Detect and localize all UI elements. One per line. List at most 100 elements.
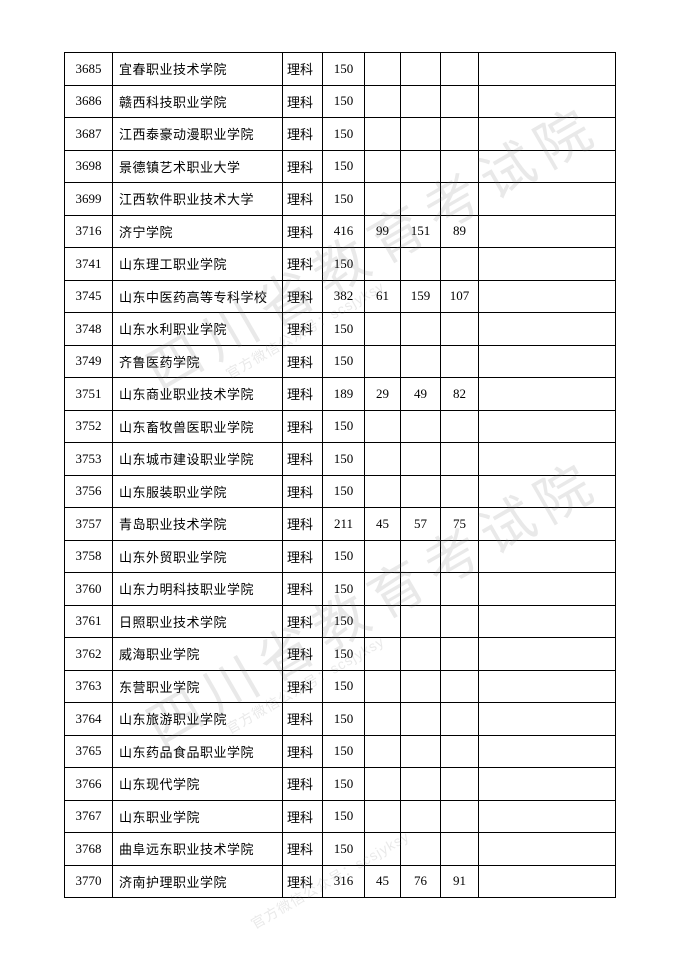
cell-blank xyxy=(479,670,616,703)
cell-a xyxy=(365,410,401,443)
cell-blank xyxy=(479,53,616,86)
cell-code: 3699 xyxy=(65,183,113,216)
cell-name: 山东现代学院 xyxy=(113,768,283,801)
cell-blank xyxy=(479,638,616,671)
cell-b xyxy=(401,118,441,151)
cell-a xyxy=(365,53,401,86)
cell-b xyxy=(401,638,441,671)
cell-a xyxy=(365,118,401,151)
cell-score: 382 xyxy=(323,280,365,313)
cell-name: 山东力明科技职业学院 xyxy=(113,573,283,606)
cell-score: 150 xyxy=(323,118,365,151)
cell-code: 3760 xyxy=(65,573,113,606)
cell-track: 理科 xyxy=(283,280,323,313)
cell-c xyxy=(441,410,479,443)
cell-name: 山东城市建设职业学院 xyxy=(113,443,283,476)
cell-b: 57 xyxy=(401,508,441,541)
cell-track: 理科 xyxy=(283,313,323,346)
cell-c xyxy=(441,345,479,378)
table-row: 3686赣西科技职业学院理科150 xyxy=(65,85,616,118)
cell-b xyxy=(401,735,441,768)
table-row: 3762威海职业学院理科150 xyxy=(65,638,616,671)
cell-code: 3765 xyxy=(65,735,113,768)
cell-c: 82 xyxy=(441,378,479,411)
cell-track: 理科 xyxy=(283,865,323,898)
cell-score: 150 xyxy=(323,735,365,768)
cell-name: 山东药品食品职业学院 xyxy=(113,735,283,768)
cell-b xyxy=(401,540,441,573)
cell-score: 416 xyxy=(323,215,365,248)
cell-b xyxy=(401,85,441,118)
table-row: 3766山东现代学院理科150 xyxy=(65,768,616,801)
cell-track: 理科 xyxy=(283,670,323,703)
cell-name: 江西泰豪动漫职业学院 xyxy=(113,118,283,151)
cell-code: 3687 xyxy=(65,118,113,151)
cell-name: 济宁学院 xyxy=(113,215,283,248)
table-row: 3765山东药品食品职业学院理科150 xyxy=(65,735,616,768)
cell-score: 150 xyxy=(323,410,365,443)
cell-b xyxy=(401,833,441,866)
cell-b xyxy=(401,768,441,801)
cell-a xyxy=(365,605,401,638)
cell-code: 3762 xyxy=(65,638,113,671)
cell-score: 150 xyxy=(323,833,365,866)
cell-blank xyxy=(479,183,616,216)
page-container: 3685宜春职业技术学院理科1503686赣西科技职业学院理科1503687江西… xyxy=(0,0,680,958)
cell-blank xyxy=(479,475,616,508)
cell-name: 东营职业学院 xyxy=(113,670,283,703)
table-row: 3760山东力明科技职业学院理科150 xyxy=(65,573,616,606)
cell-code: 3741 xyxy=(65,248,113,281)
cell-c: 107 xyxy=(441,280,479,313)
cell-b xyxy=(401,410,441,443)
cell-name: 齐鲁医药学院 xyxy=(113,345,283,378)
cell-a: 99 xyxy=(365,215,401,248)
cell-name: 曲阜远东职业技术学院 xyxy=(113,833,283,866)
cell-blank xyxy=(479,865,616,898)
cell-b xyxy=(401,475,441,508)
cell-score: 150 xyxy=(323,85,365,118)
table-row: 3764山东旅游职业学院理科150 xyxy=(65,703,616,736)
cell-name: 山东水利职业学院 xyxy=(113,313,283,346)
cell-b xyxy=(401,670,441,703)
cell-score: 150 xyxy=(323,150,365,183)
cell-code: 3749 xyxy=(65,345,113,378)
cell-score: 150 xyxy=(323,183,365,216)
cell-code: 3761 xyxy=(65,605,113,638)
cell-blank xyxy=(479,833,616,866)
cell-track: 理科 xyxy=(283,378,323,411)
table-row: 3751山东商业职业技术学院理科189294982 xyxy=(65,378,616,411)
cell-track: 理科 xyxy=(283,638,323,671)
cell-track: 理科 xyxy=(283,508,323,541)
cell-b: 76 xyxy=(401,865,441,898)
cell-code: 3766 xyxy=(65,768,113,801)
cell-score: 150 xyxy=(323,313,365,346)
cell-blank xyxy=(479,703,616,736)
cell-score: 150 xyxy=(323,638,365,671)
cell-score: 150 xyxy=(323,248,365,281)
cell-track: 理科 xyxy=(283,215,323,248)
cell-c xyxy=(441,573,479,606)
cell-code: 3753 xyxy=(65,443,113,476)
cell-code: 3748 xyxy=(65,313,113,346)
cell-score: 150 xyxy=(323,800,365,833)
cell-a: 61 xyxy=(365,280,401,313)
table-row: 3753山东城市建设职业学院理科150 xyxy=(65,443,616,476)
cell-code: 3686 xyxy=(65,85,113,118)
cell-a xyxy=(365,768,401,801)
table-row: 3763东营职业学院理科150 xyxy=(65,670,616,703)
cell-c xyxy=(441,313,479,346)
cell-blank xyxy=(479,378,616,411)
cell-c: 89 xyxy=(441,215,479,248)
cell-track: 理科 xyxy=(283,800,323,833)
cell-a xyxy=(365,638,401,671)
cell-c xyxy=(441,833,479,866)
cell-c xyxy=(441,85,479,118)
cell-blank xyxy=(479,508,616,541)
cell-a: 29 xyxy=(365,378,401,411)
cell-c xyxy=(441,735,479,768)
table-row: 3768曲阜远东职业技术学院理科150 xyxy=(65,833,616,866)
cell-c xyxy=(441,800,479,833)
cell-blank xyxy=(479,410,616,443)
cell-score: 211 xyxy=(323,508,365,541)
cell-track: 理科 xyxy=(283,475,323,508)
